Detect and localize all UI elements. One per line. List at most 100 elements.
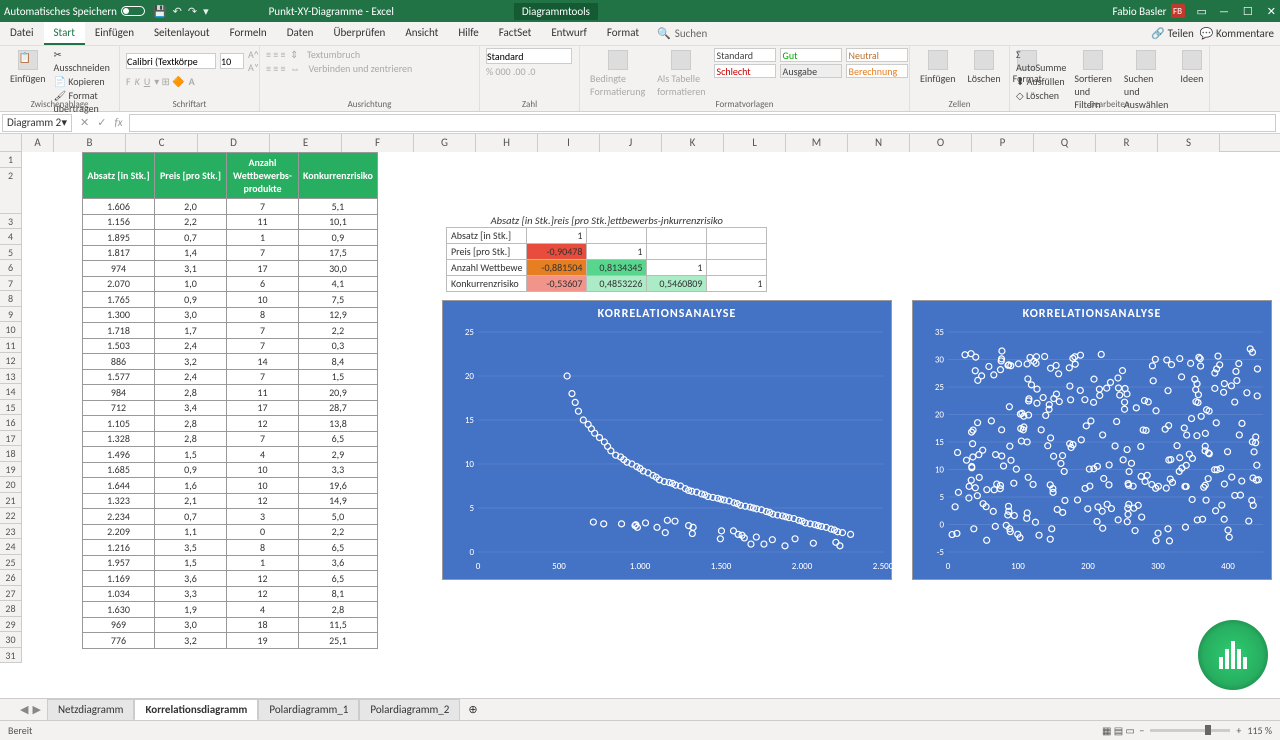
row-header[interactable]: 18 — [0, 446, 22, 462]
zoom-in-icon[interactable]: + — [1236, 724, 1241, 737]
sheet-nav-prev-icon[interactable]: ◀ — [20, 703, 28, 716]
view-layout-icon[interactable]: ▤ — [1114, 724, 1123, 737]
menu-tab-factset[interactable]: FactSet — [489, 22, 542, 45]
col-header[interactable]: H — [476, 134, 538, 152]
cut-button[interactable]: ✂ Ausschneiden — [54, 48, 113, 74]
row-header[interactable]: 14 — [0, 384, 22, 400]
view-pagebreak-icon[interactable]: ▭ — [1125, 724, 1134, 737]
col-header[interactable]: B — [54, 134, 126, 152]
col-header[interactable]: Q — [1034, 134, 1096, 152]
menu-tab-daten[interactable]: Daten — [277, 22, 324, 45]
col-header[interactable]: P — [972, 134, 1034, 152]
col-header[interactable]: D — [198, 134, 270, 152]
sheet-nav-next-icon[interactable]: ▶ — [32, 703, 40, 716]
menu-tab-datei[interactable]: Datei — [0, 22, 44, 45]
row-header[interactable]: 19 — [0, 462, 22, 478]
col-header[interactable]: E — [270, 134, 342, 152]
fill-button[interactable]: ⬇ Ausfüllen — [1016, 75, 1066, 88]
col-header[interactable]: L — [724, 134, 786, 152]
name-box[interactable]: Diagramm 2▾ — [2, 114, 72, 132]
copy-button[interactable]: 📄 Kopieren — [54, 75, 113, 88]
row-header[interactable]: 22 — [0, 508, 22, 524]
row-header[interactable]: 7 — [0, 276, 22, 292]
menu-tab-formeln[interactable]: Formeln — [220, 22, 277, 45]
row-header[interactable]: 5 — [0, 245, 22, 261]
share-button[interactable]: 🔗 Teilen — [1151, 27, 1193, 40]
col-header[interactable]: J — [600, 134, 662, 152]
qat-dropdown-icon[interactable]: ▾ — [203, 5, 209, 18]
maximize-icon[interactable]: ☐ — [1243, 5, 1253, 18]
worksheet-grid[interactable]: ABCDEFGHIJKLMNOPQRS 12345678910111213141… — [0, 134, 1280, 698]
sheet-tab[interactable]: Polardiagramm_2 — [359, 699, 460, 720]
col-header[interactable]: A — [22, 134, 54, 152]
row-header[interactable]: 11 — [0, 338, 22, 354]
row-header[interactable]: 25 — [0, 555, 22, 571]
col-header[interactable]: M — [786, 134, 848, 152]
col-header[interactable]: C — [126, 134, 198, 152]
undo-icon[interactable]: ↶ — [173, 5, 182, 18]
col-header[interactable]: S — [1158, 134, 1220, 152]
delete-cells-button[interactable]: Löschen — [964, 48, 1005, 87]
cancel-formula-icon[interactable]: ✕ — [80, 116, 89, 129]
col-header[interactable]: R — [1096, 134, 1158, 152]
row-header[interactable]: 24 — [0, 539, 22, 555]
col-header[interactable]: N — [848, 134, 910, 152]
user-account[interactable]: Fabio Basler FB — [1113, 4, 1185, 18]
zoom-slider[interactable] — [1150, 729, 1230, 732]
insert-cells-button[interactable]: Einfügen — [916, 48, 960, 87]
format-as-table-button[interactable]: Als Tabelle formatieren — [653, 48, 709, 100]
sheet-tab[interactable]: Polardiagramm_1 — [258, 699, 359, 720]
formula-bar[interactable] — [129, 114, 1276, 132]
number-format-select[interactable] — [486, 48, 572, 64]
fx-icon[interactable]: fx — [114, 116, 122, 129]
menu-tab-einfügen[interactable]: Einfügen — [85, 22, 144, 45]
col-header[interactable]: F — [342, 134, 414, 152]
menu-tab-hilfe[interactable]: Hilfe — [448, 22, 488, 45]
paste-button[interactable]: 📋Einfügen — [6, 48, 50, 87]
row-header[interactable]: 8 — [0, 291, 22, 307]
menu-tab-format[interactable]: Format — [597, 22, 649, 45]
row-header[interactable]: 2 — [0, 168, 22, 214]
row-header[interactable]: 26 — [0, 570, 22, 586]
autosave-toggle[interactable]: Automatisches Speichern — [4, 5, 145, 18]
menu-tab-entwurf[interactable]: Entwurf — [541, 22, 597, 45]
row-header[interactable]: 16 — [0, 415, 22, 431]
zoom-level[interactable]: 115 % — [1247, 724, 1272, 737]
row-header[interactable]: 15 — [0, 400, 22, 416]
row-header[interactable]: 20 — [0, 477, 22, 493]
ribbon-display-icon[interactable]: ▭ — [1197, 5, 1207, 18]
font-name-select[interactable] — [126, 53, 216, 69]
minimize-icon[interactable]: — — [1219, 5, 1229, 18]
menu-tab-seitenlayout[interactable]: Seitenlayout — [144, 22, 220, 45]
close-icon[interactable]: ✕ — [1267, 5, 1276, 18]
row-header[interactable]: 21 — [0, 493, 22, 509]
col-header[interactable]: G — [414, 134, 476, 152]
row-header[interactable]: 3 — [0, 214, 22, 230]
col-header[interactable]: I — [538, 134, 600, 152]
autosum-button[interactable]: Σ AutoSumme — [1016, 48, 1066, 74]
redo-icon[interactable]: ↷ — [188, 5, 197, 18]
comments-button[interactable]: 💬 Kommentare — [1200, 27, 1274, 40]
row-header[interactable]: 9 — [0, 307, 22, 323]
new-sheet-button[interactable]: ⊕ — [460, 703, 485, 716]
row-header[interactable]: 1 — [0, 152, 22, 168]
row-header[interactable]: 27 — [0, 586, 22, 602]
menu-tab-ansicht[interactable]: Ansicht — [395, 22, 448, 45]
row-header[interactable]: 23 — [0, 524, 22, 540]
search-box[interactable]: 🔍 Suchen — [657, 27, 707, 40]
zoom-out-icon[interactable]: − — [1139, 724, 1144, 737]
row-header[interactable]: 29 — [0, 617, 22, 633]
col-header[interactable]: K — [662, 134, 724, 152]
row-header[interactable]: 10 — [0, 322, 22, 338]
menu-tab-start[interactable]: Start — [44, 22, 85, 45]
row-header[interactable]: 4 — [0, 229, 22, 245]
row-header[interactable]: 12 — [0, 353, 22, 369]
scatter-chart-2[interactable]: KORRELATIONSANALYSE -5051015202530350100… — [912, 300, 1272, 580]
sheet-tab[interactable]: Netzdiagramm — [47, 699, 135, 720]
conditional-formatting-button[interactable]: Bedingte Formatierung — [586, 48, 649, 100]
sheet-tab[interactable]: Korrelationsdiagramm — [134, 699, 258, 720]
row-header[interactable]: 31 — [0, 648, 22, 664]
enter-formula-icon[interactable]: ✓ — [97, 116, 106, 129]
row-header[interactable]: 30 — [0, 632, 22, 648]
font-size-select[interactable] — [220, 53, 244, 69]
